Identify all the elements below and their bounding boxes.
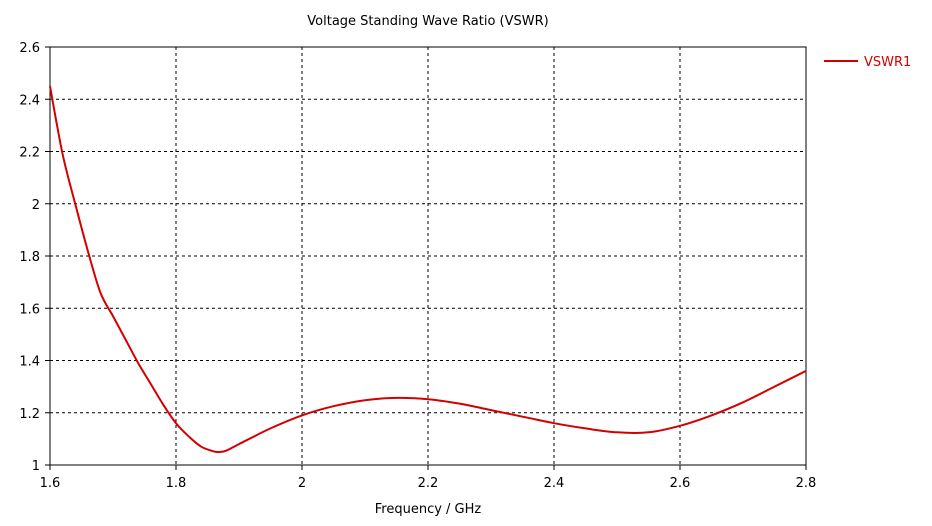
x-axis: 1.6 1.8 2 2.2 2.4 2.6 2.8 (40, 465, 817, 491)
x-tick-label: 2.4 (544, 476, 565, 491)
y-tick-label: 1.2 (19, 407, 40, 422)
y-tick-label: 1.8 (19, 250, 40, 265)
x-tick-label: 2 (298, 476, 306, 491)
series-line-vswr1 (49, 86, 807, 454)
x-tick-label: 1.8 (166, 476, 187, 491)
y-tick-label: 2.6 (19, 41, 40, 56)
x-tick-label: 2.6 (670, 476, 691, 491)
y-tick-label: 1.4 (19, 355, 40, 370)
y-tick-label: 1 (32, 459, 40, 474)
y-axis: 1 1.2 1.4 1.6 1.8 2 2.2 2.4 2.6 (19, 41, 50, 474)
y-tick-label: 1.6 (19, 302, 40, 317)
grid (50, 47, 806, 465)
x-tick-label: 2.2 (418, 476, 439, 491)
legend-label-vswr1: VSWR1 (864, 55, 911, 70)
y-tick-label: 2.2 (19, 146, 40, 161)
y-tick-label: 2.4 (19, 93, 40, 108)
x-tick-label: 2.8 (796, 476, 817, 491)
chart-title: Voltage Standing Wave Ratio (VSWR) (307, 14, 548, 29)
series-layer (49, 86, 807, 454)
y-tick-label: 2 (32, 198, 40, 213)
x-axis-label: Frequency / GHz (375, 502, 482, 517)
x-tick-label: 1.6 (40, 476, 61, 491)
legend: VSWR1 (824, 55, 911, 70)
